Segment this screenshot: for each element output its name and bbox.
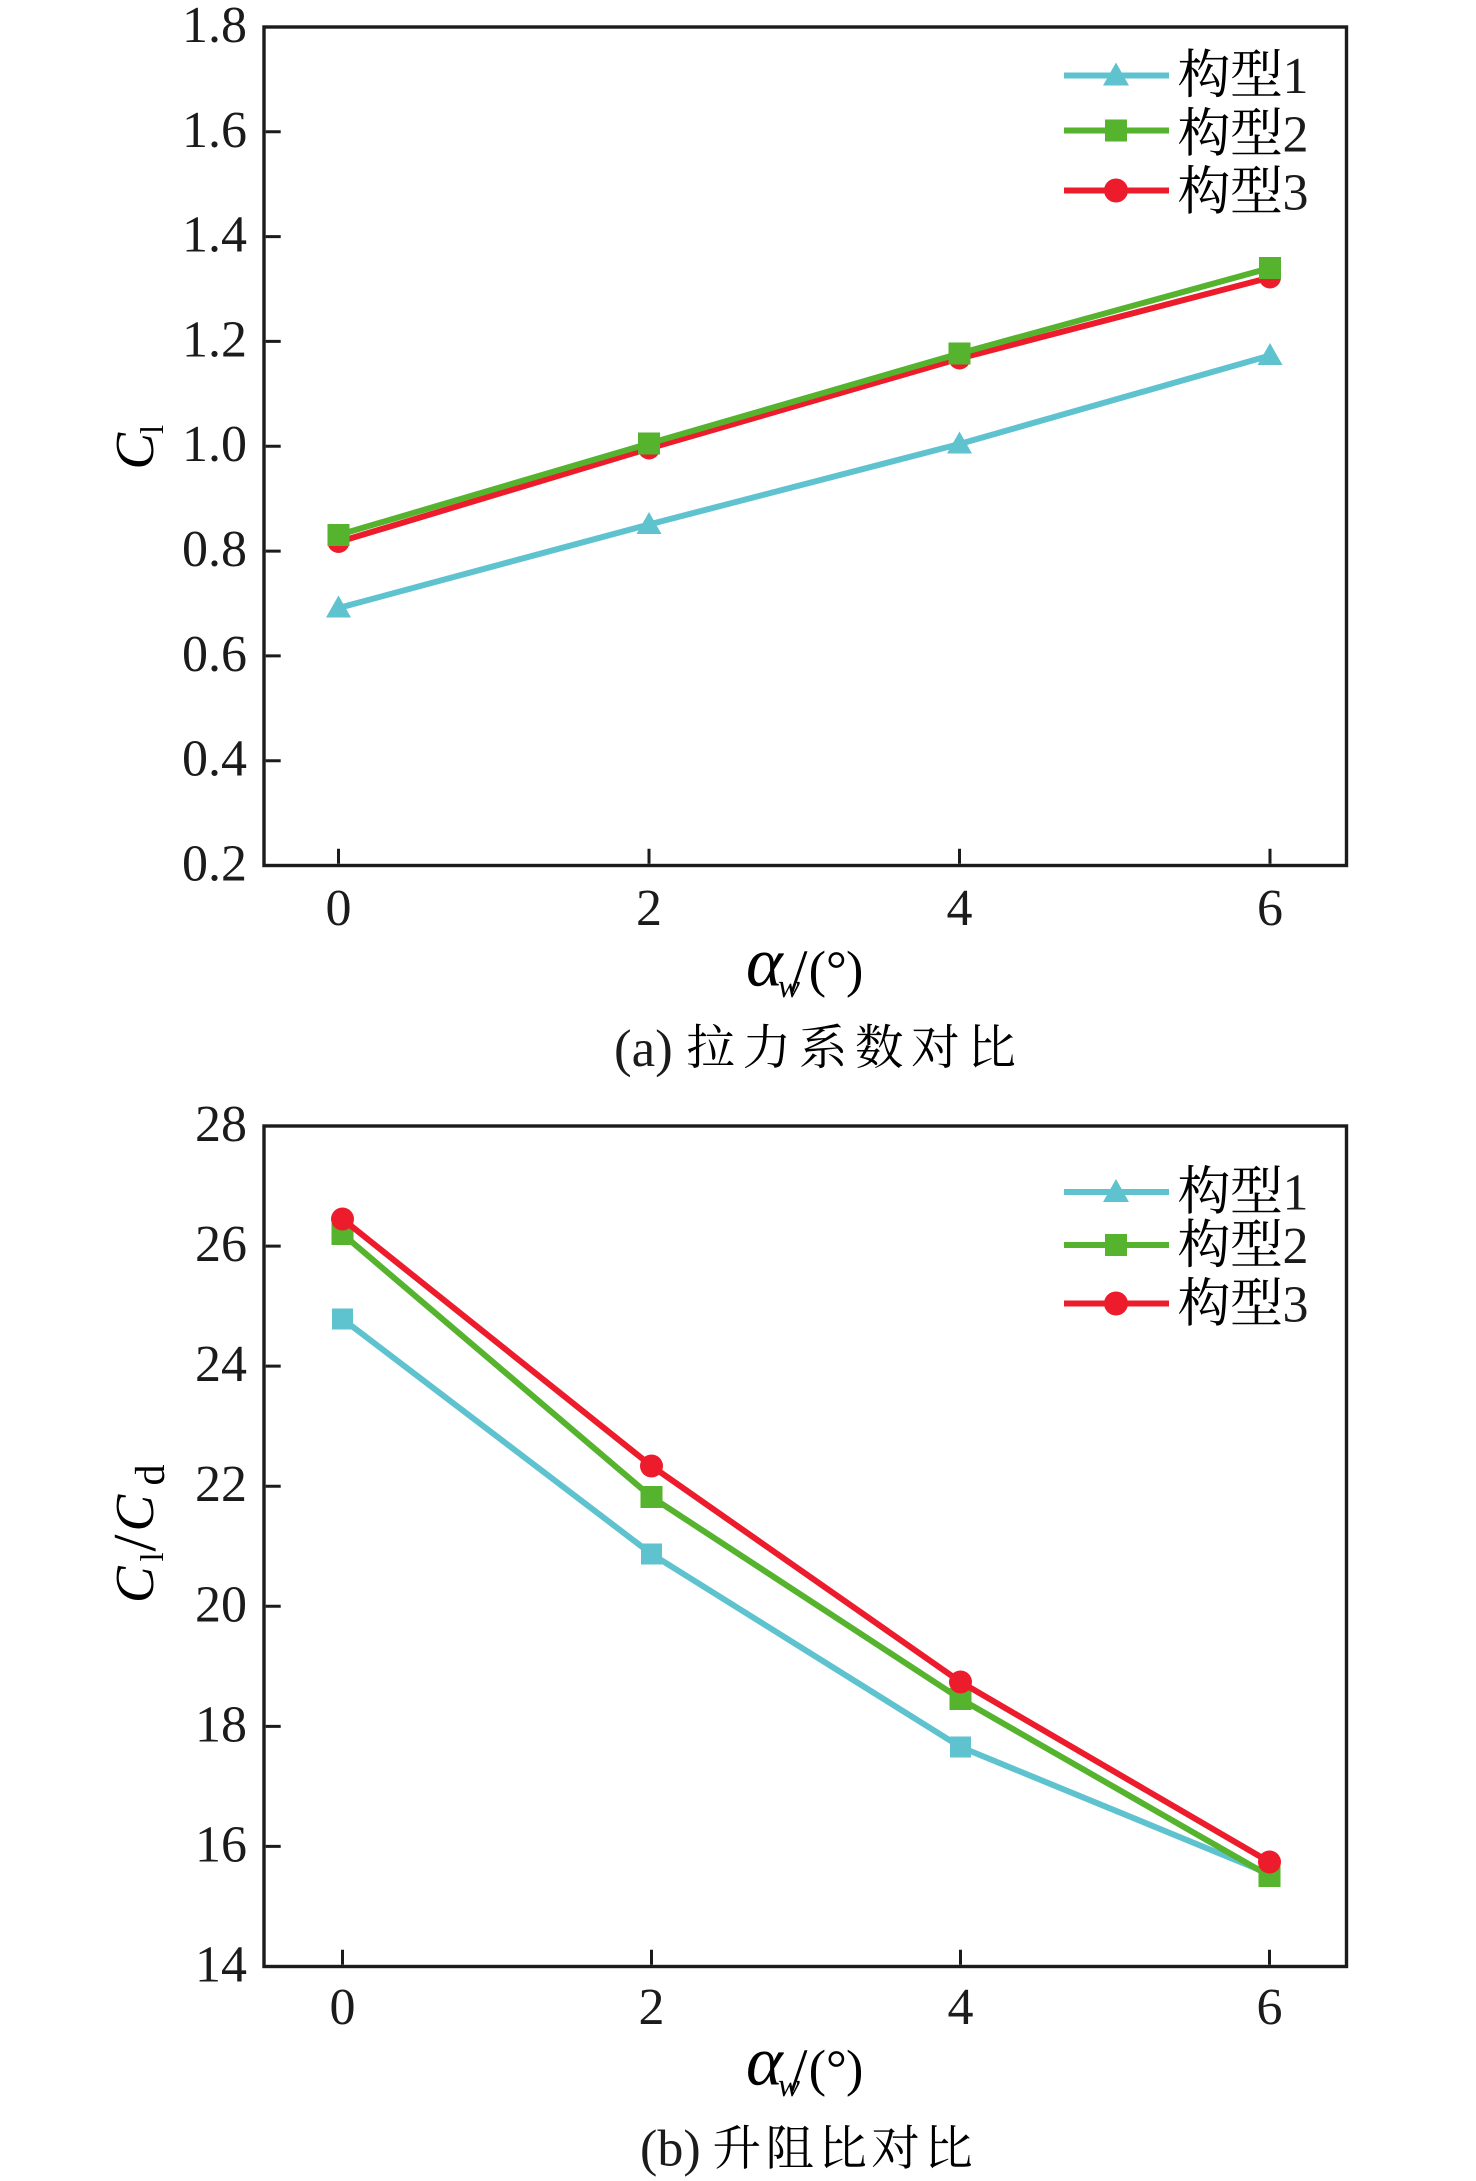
svg-text:3: 3	[1283, 165, 1309, 222]
svg-text:4: 4	[947, 880, 973, 937]
svg-text:2: 2	[1283, 107, 1309, 164]
svg-text:24: 24	[195, 1336, 247, 1393]
svg-text:6: 6	[1257, 880, 1283, 937]
svg-text:6: 6	[1257, 1979, 1283, 2036]
svg-text:1.4: 1.4	[182, 207, 247, 264]
svg-text:18: 18	[195, 1696, 247, 1753]
svg-text:1.6: 1.6	[182, 102, 247, 159]
svg-text:2: 2	[1283, 1218, 1309, 1275]
svg-text:1: 1	[1283, 1165, 1309, 1222]
svg-text:1.8: 1.8	[182, 0, 247, 54]
svg-text:1.2: 1.2	[182, 311, 247, 368]
svg-text:0.6: 0.6	[182, 626, 247, 683]
svg-text:3: 3	[1283, 1277, 1309, 1334]
svg-text:(b): (b)	[640, 2121, 701, 2178]
svg-text:26: 26	[195, 1216, 247, 1273]
svg-text:0: 0	[326, 880, 352, 937]
svg-text:4: 4	[948, 1979, 974, 2036]
svg-text:2: 2	[639, 1979, 665, 2036]
svg-text:1: 1	[1283, 48, 1309, 105]
svg-text:0: 0	[330, 1979, 356, 2036]
svg-text:14: 14	[195, 1937, 247, 1994]
svg-text:2: 2	[636, 880, 662, 937]
svg-text:16: 16	[195, 1816, 247, 1873]
svg-text:28: 28	[195, 1096, 247, 1153]
svg-text:20: 20	[195, 1576, 247, 1633]
svg-text:(a): (a)	[614, 1020, 673, 1078]
svg-text:22: 22	[195, 1456, 247, 1513]
svg-text:0.8: 0.8	[182, 521, 247, 578]
svg-text:1.0: 1.0	[182, 416, 247, 473]
svg-text:0.2: 0.2	[182, 836, 247, 893]
svg-text:0.4: 0.4	[182, 731, 247, 788]
